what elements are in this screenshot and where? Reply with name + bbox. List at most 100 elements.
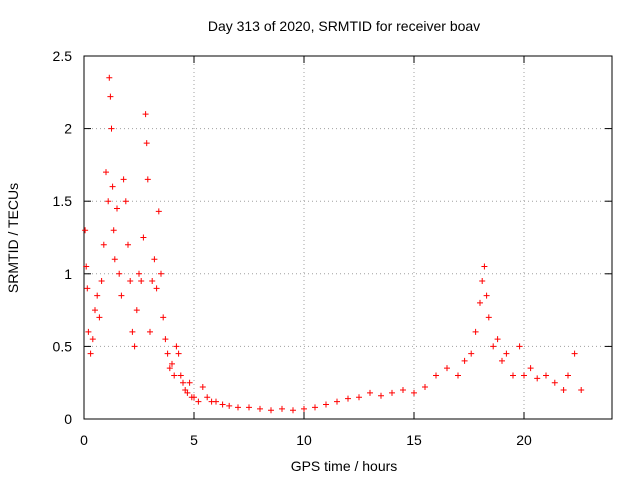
x-axis-label: GPS time / hours bbox=[291, 458, 398, 474]
data-points bbox=[82, 74, 585, 414]
data-point bbox=[180, 379, 186, 386]
data-point bbox=[503, 350, 510, 357]
data-point bbox=[527, 365, 534, 372]
data-point bbox=[186, 379, 193, 386]
plot-frame bbox=[83, 55, 613, 420]
data-point bbox=[110, 227, 117, 234]
data-point bbox=[160, 314, 167, 321]
data-point bbox=[477, 299, 483, 306]
data-point bbox=[98, 278, 105, 285]
data-point bbox=[367, 389, 373, 396]
data-point bbox=[100, 241, 107, 248]
data-point bbox=[118, 292, 125, 299]
data-point bbox=[144, 176, 151, 183]
data-point bbox=[184, 389, 191, 396]
data-point bbox=[356, 394, 362, 401]
x-tick-label: 15 bbox=[406, 432, 422, 448]
data-point bbox=[175, 350, 182, 357]
data-point bbox=[516, 343, 523, 350]
x-tick-label: 5 bbox=[190, 432, 198, 448]
data-point bbox=[85, 328, 92, 335]
data-point bbox=[153, 285, 160, 292]
axis-ticks: 0 0.5 1 1.5 2 2.5 0 5 10 15 20 bbox=[53, 48, 612, 448]
data-point bbox=[481, 263, 488, 270]
data-point bbox=[534, 375, 541, 382]
data-point bbox=[389, 389, 395, 396]
data-point bbox=[301, 405, 307, 412]
data-point bbox=[96, 314, 103, 321]
y-tick-label: 1 bbox=[64, 266, 72, 282]
data-point bbox=[323, 401, 329, 408]
data-point bbox=[87, 350, 94, 357]
y-tick-label: 0.5 bbox=[53, 338, 73, 354]
data-point bbox=[155, 208, 162, 215]
data-point bbox=[199, 384, 206, 391]
data-point bbox=[345, 395, 351, 402]
data-point bbox=[235, 404, 241, 411]
data-point bbox=[83, 263, 90, 270]
data-point bbox=[140, 234, 147, 241]
data-point bbox=[257, 405, 263, 412]
data-point bbox=[411, 389, 417, 396]
data-point bbox=[334, 398, 340, 405]
data-point bbox=[490, 343, 497, 350]
data-point bbox=[195, 398, 202, 405]
data-point bbox=[108, 125, 115, 132]
data-point bbox=[499, 357, 505, 364]
data-point bbox=[171, 372, 178, 379]
data-point bbox=[94, 292, 101, 299]
data-point bbox=[191, 394, 197, 401]
data-point bbox=[479, 278, 486, 285]
data-point bbox=[147, 328, 153, 335]
data-point bbox=[560, 386, 567, 393]
data-point bbox=[461, 357, 468, 364]
data-point bbox=[268, 407, 274, 414]
data-point bbox=[219, 401, 226, 408]
data-point bbox=[125, 241, 131, 248]
data-point bbox=[158, 270, 164, 277]
data-point bbox=[571, 350, 578, 357]
data-point bbox=[92, 307, 98, 314]
data-point bbox=[578, 386, 585, 393]
data-point bbox=[246, 404, 252, 411]
data-point bbox=[290, 407, 296, 414]
data-point bbox=[444, 365, 450, 372]
data-point bbox=[177, 372, 184, 379]
data-point bbox=[400, 386, 406, 393]
data-point bbox=[105, 198, 112, 205]
data-point bbox=[164, 350, 171, 357]
data-point bbox=[106, 74, 113, 81]
y-tick-label: 0 bbox=[64, 411, 72, 427]
gridlines bbox=[84, 56, 612, 419]
data-point bbox=[565, 372, 571, 379]
data-point bbox=[82, 227, 89, 234]
data-point bbox=[136, 270, 142, 277]
data-point bbox=[84, 285, 91, 292]
data-point bbox=[166, 365, 173, 372]
data-point bbox=[468, 350, 475, 357]
data-point bbox=[116, 270, 123, 277]
data-point bbox=[551, 379, 558, 386]
data-point bbox=[138, 278, 145, 285]
data-point bbox=[122, 198, 129, 205]
data-point bbox=[510, 372, 516, 379]
data-point bbox=[378, 392, 384, 399]
x-tick-label: 0 bbox=[80, 432, 88, 448]
data-point bbox=[143, 140, 150, 147]
y-tick-label: 2.5 bbox=[53, 48, 73, 64]
chart-title: Day 313 of 2020, SRMTID for receiver boa… bbox=[208, 18, 480, 34]
data-point bbox=[455, 372, 461, 379]
data-point bbox=[127, 278, 134, 285]
data-point bbox=[89, 336, 96, 343]
data-point bbox=[151, 256, 158, 263]
data-point bbox=[543, 372, 549, 379]
data-point bbox=[472, 328, 479, 335]
data-point bbox=[162, 336, 169, 343]
data-point bbox=[213, 398, 219, 405]
data-point bbox=[109, 183, 116, 190]
data-point bbox=[279, 405, 285, 412]
data-point bbox=[521, 372, 527, 379]
y-axis-label: SRMTID / TECUs bbox=[5, 183, 21, 293]
